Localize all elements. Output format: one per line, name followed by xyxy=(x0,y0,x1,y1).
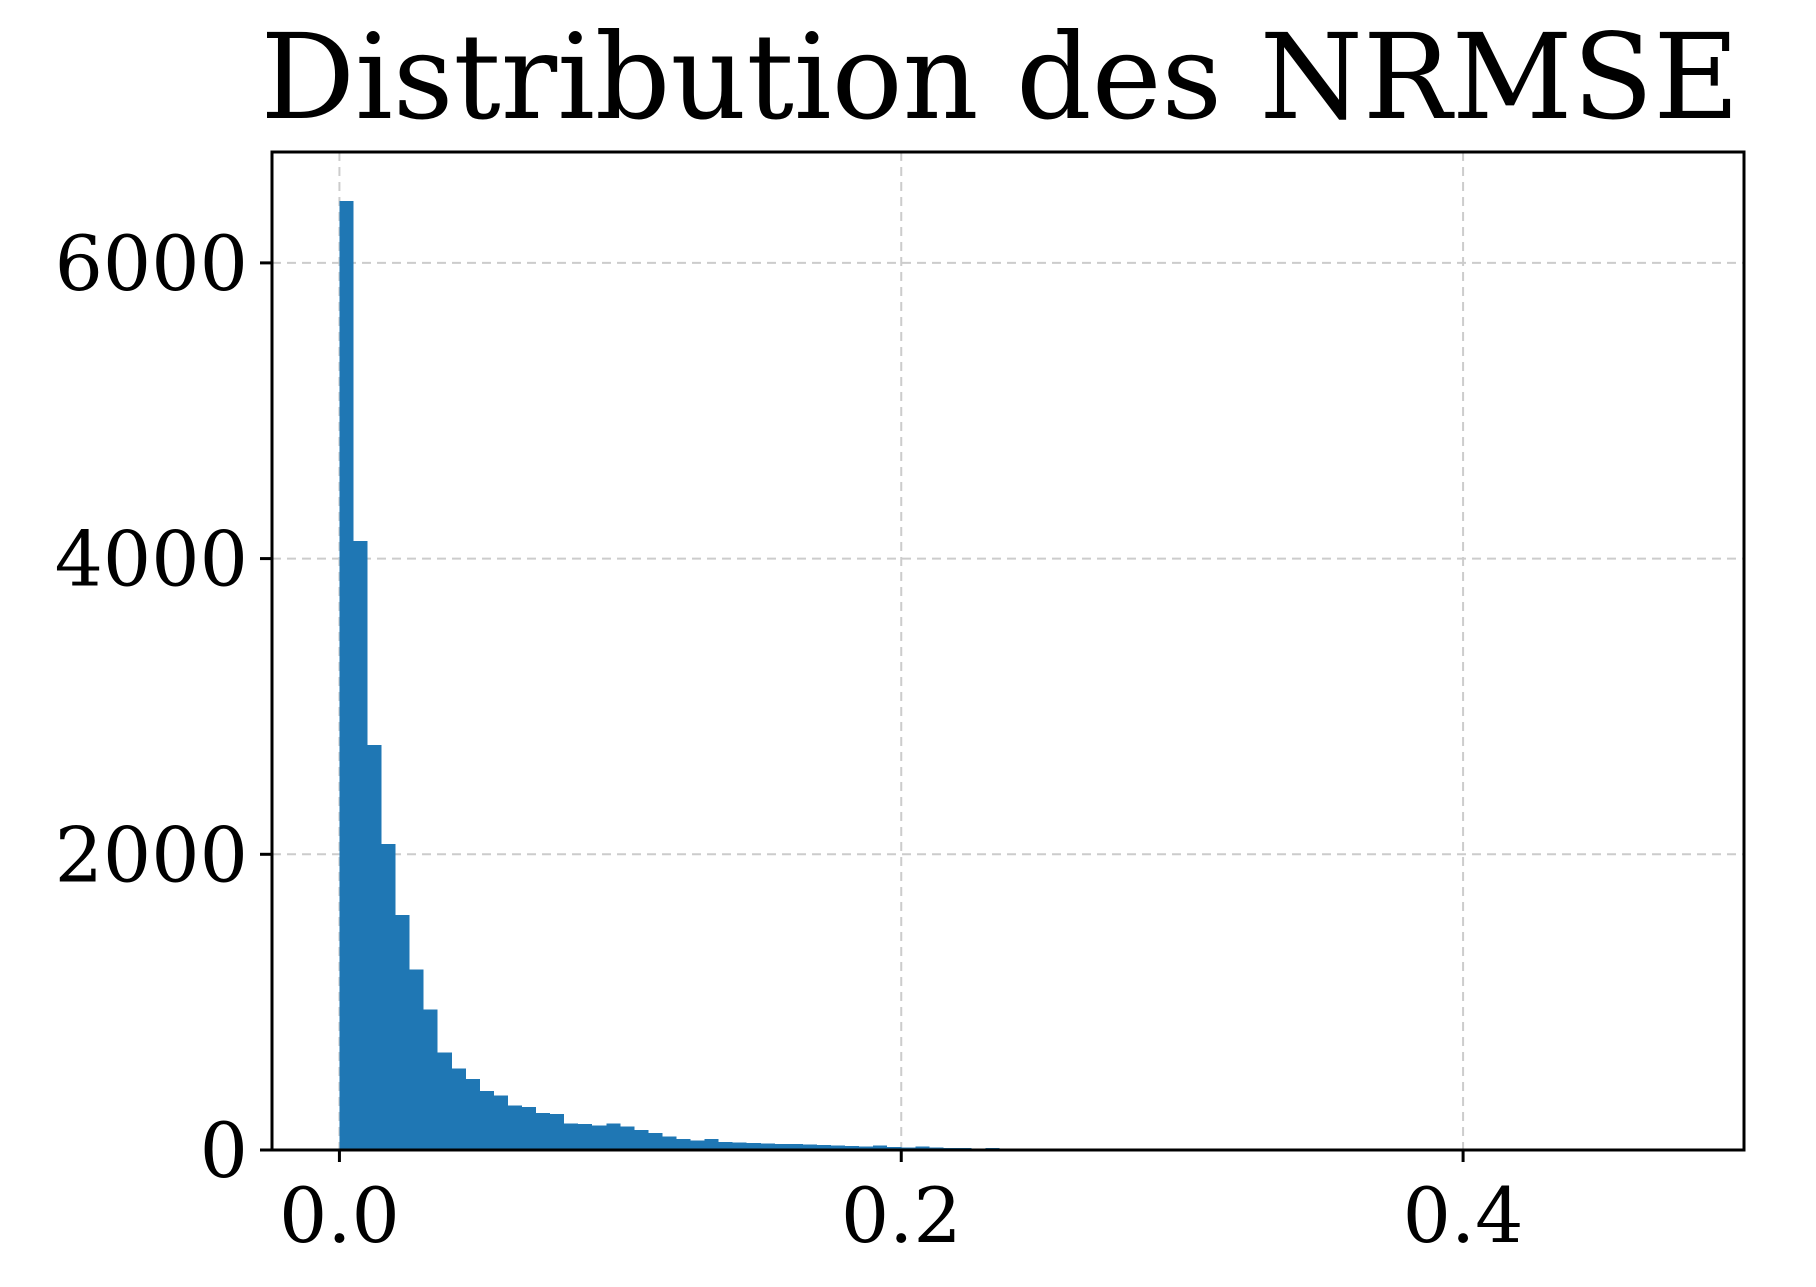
x-tick-label: 0.4 xyxy=(1403,1171,1524,1260)
chart-title: Distribution des NRMSE xyxy=(260,8,1739,146)
histogram-bar xyxy=(339,200,354,1150)
histogram-bar xyxy=(409,969,424,1150)
histogram-bar xyxy=(859,1146,874,1150)
histogram-bar xyxy=(788,1143,803,1150)
histogram-bar xyxy=(578,1124,593,1150)
histogram-bar xyxy=(915,1146,930,1150)
histogram-bar xyxy=(353,540,368,1150)
y-tick-label: 0 xyxy=(200,1106,248,1195)
histogram-bar xyxy=(718,1141,733,1150)
y-tick-label: 6000 xyxy=(55,219,248,308)
grid-lines xyxy=(272,152,1744,1151)
histogram-bar xyxy=(592,1125,607,1150)
histogram-bar xyxy=(437,1052,452,1150)
histogram-bar xyxy=(536,1113,551,1150)
histogram-bar xyxy=(522,1107,537,1150)
y-tick-label: 4000 xyxy=(55,515,248,604)
histogram-bar xyxy=(493,1095,508,1150)
histogram-bar xyxy=(774,1144,789,1150)
y-axis-ticks: 0 2000 4000 6000 xyxy=(55,219,272,1195)
histogram-bar xyxy=(845,1145,860,1150)
histogram-bar xyxy=(381,843,396,1150)
histogram-bar xyxy=(648,1132,663,1150)
x-tick-label: 0.0 xyxy=(279,1171,400,1260)
histogram-bar xyxy=(465,1079,480,1150)
histogram-bar xyxy=(634,1130,649,1150)
y-tick-label: 2000 xyxy=(55,810,248,899)
histogram-bar xyxy=(831,1145,846,1150)
histogram-bar xyxy=(662,1136,677,1150)
histogram-bar xyxy=(620,1126,635,1150)
histogram-bar xyxy=(564,1123,579,1150)
histogram-bar xyxy=(479,1090,494,1150)
histogram-bar xyxy=(423,1009,438,1150)
histogram-bar xyxy=(395,914,410,1150)
histogram-bar xyxy=(367,744,382,1150)
histogram-bar xyxy=(746,1142,761,1150)
histogram-bar xyxy=(550,1113,565,1150)
x-tick-label: 0.2 xyxy=(841,1171,962,1260)
histogram-bar xyxy=(732,1142,747,1150)
histogram-bar xyxy=(690,1140,705,1150)
histogram-bar xyxy=(704,1138,719,1150)
histogram-bar xyxy=(676,1138,691,1150)
histogram-bar xyxy=(816,1144,832,1150)
histogram-bars xyxy=(339,200,1141,1150)
histogram-bar xyxy=(873,1145,888,1150)
histogram-bar xyxy=(451,1068,466,1150)
plot-frame xyxy=(270,150,1746,1152)
histogram-bar xyxy=(507,1105,523,1150)
histogram-bar xyxy=(606,1123,621,1150)
x-axis-ticks: 0.0 0.2 0.4 xyxy=(279,1150,1524,1260)
histogram-bar xyxy=(760,1143,775,1150)
histogram-bar xyxy=(802,1144,817,1150)
